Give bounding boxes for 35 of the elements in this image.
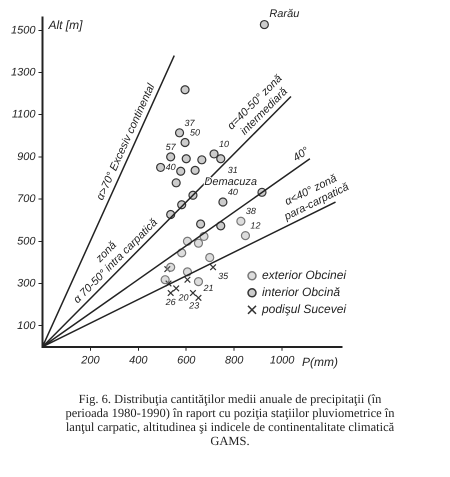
- legend-label: exterior Obcinei: [262, 268, 346, 282]
- annotation: 37: [184, 118, 196, 128]
- annotation: 50: [190, 128, 200, 138]
- legend-label: interior Obcină: [262, 285, 340, 300]
- annotation: 20: [178, 292, 189, 302]
- annotation: 40: [166, 162, 176, 172]
- text: Fig. 6. Distribuţia cantităţilor medii anuale de precipitaţii (în perioada 1980-1990) în raport cu poziţia staţiilor pluviometrice în lanţul carpatic, altitudinea şi indicele de continentalitate climatică GAMS.: [64, 392, 396, 448]
- annotation: 40: [228, 187, 238, 198]
- annotation: 10: [219, 138, 230, 149]
- x-tick-label: 800: [224, 354, 244, 366]
- y-tick-label: 500: [17, 235, 36, 248]
- annotation: 26: [164, 296, 176, 307]
- annotation: Rarău: [269, 8, 300, 20]
- y-axis-title: Alt [m]: [47, 18, 84, 32]
- y-tick-label: 1500: [10, 24, 36, 36]
- x-axis-title: P(mm): [302, 355, 338, 370]
- x-tick-label: 600: [177, 354, 196, 366]
- annotation: 23: [188, 300, 200, 310]
- legend-label: podişul Sucevei: [261, 302, 346, 316]
- annotation: 12: [250, 220, 260, 231]
- annotation: 21: [202, 282, 214, 293]
- annotation: 31: [228, 164, 238, 175]
- x-tick-label: 200: [80, 354, 100, 366]
- annotation: 35: [218, 271, 230, 282]
- y-tick-label: 100: [17, 320, 36, 332]
- annotation: 57: [166, 142, 177, 152]
- y-tick-label: 1300: [10, 66, 36, 79]
- y-tick-label: 700: [17, 193, 36, 206]
- y-tick-label: 900: [17, 150, 36, 163]
- y-tick-label: 1100: [12, 108, 36, 121]
- y-tick-label: 300: [17, 278, 36, 290]
- x-tick-label: 1000: [270, 354, 296, 366]
- x-tick-label: 400: [129, 354, 148, 366]
- annotation: 40°: [290, 144, 312, 164]
- annotation: 38: [246, 206, 256, 216]
